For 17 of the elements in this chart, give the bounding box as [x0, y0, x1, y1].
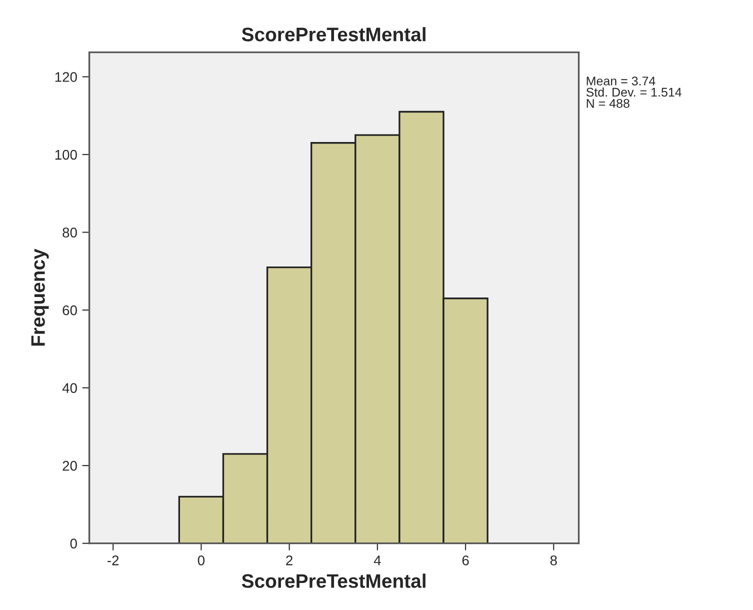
x-tick-label: 2 [286, 556, 292, 566]
x-tick-label: 0 [198, 556, 205, 566]
y-tick-label: 40 [62, 383, 77, 393]
x-tick-label: -2 [108, 556, 119, 566]
y-tick-label: 100 [55, 150, 77, 160]
x-tick-label: 4 [374, 556, 381, 566]
y-tick-label: 60 [62, 305, 77, 316]
x-tick-label: 8 [550, 556, 557, 566]
chart-title: ScorePreTestMental [242, 27, 426, 42]
y-axis-title: Frequency [31, 248, 49, 346]
y-tick-label: 120 [55, 72, 77, 82]
x-axis-title: ScorePreTestMental [242, 574, 426, 588]
text: Mean = 3.74 Std. Dev. = 1.514 N = 488 [586, 76, 682, 108]
y-tick-label: 20 [62, 460, 77, 471]
x-tick-label: 6 [462, 556, 469, 566]
y-tick-label: 0 [70, 538, 77, 548]
y-tick-label: 80 [62, 228, 77, 238]
